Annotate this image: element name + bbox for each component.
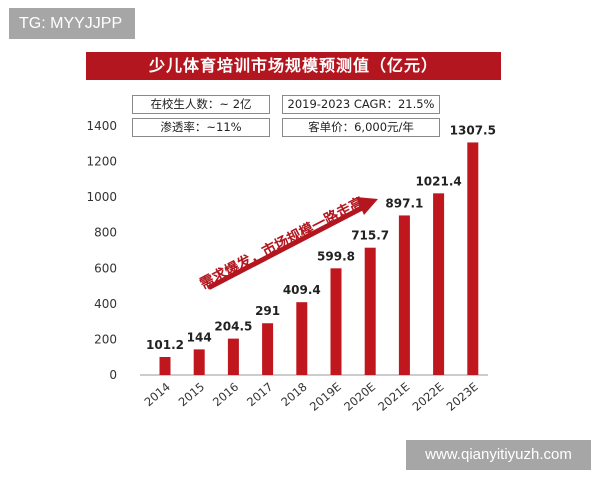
bar-2020E (364, 247, 376, 375)
value-label: 1307.5 (450, 123, 496, 137)
trend-arrow-head (356, 197, 378, 215)
y-tick-label: 800 (94, 226, 117, 240)
bar-2023E (467, 142, 479, 375)
y-tick-label: 1400 (86, 119, 117, 133)
bar-2014 (159, 357, 171, 375)
x-tick-label: 2017 (244, 380, 275, 410)
x-tick-label: 2020E (341, 380, 378, 414)
x-tick-label: 2016 (210, 380, 241, 410)
x-tick-label: 2023E (444, 380, 481, 414)
x-tick-label: 2014 (141, 380, 172, 410)
value-label: 715.7 (351, 229, 389, 243)
bar-2017 (262, 323, 274, 375)
info-students: 在校生人数：~ 2亿 (132, 95, 270, 114)
trend-arrow-line (207, 205, 365, 290)
value-label: 897.1 (385, 196, 423, 210)
y-tick-label: 400 (94, 297, 117, 311)
value-label: 144 (187, 330, 212, 344)
value-label: 409.4 (283, 283, 321, 297)
bar-2018 (296, 302, 308, 375)
bar-2015 (193, 349, 205, 375)
y-tick-label: 0 (109, 368, 117, 382)
x-tick-label: 2021E (375, 380, 412, 414)
chart-title: 少儿体育培训市场规模预测值（亿元） (86, 52, 501, 80)
x-tick-label: 2015 (176, 380, 207, 410)
info-price: 客单价：6,000元/年 (282, 118, 440, 137)
bar-2016 (227, 338, 239, 375)
x-tick-label: 2019E (307, 380, 344, 414)
watermark-bottom: www.qianyitiyuzh.com (406, 440, 591, 470)
y-tick-label: 200 (94, 332, 117, 346)
value-label: 204.5 (214, 320, 252, 334)
bar-2019E (330, 268, 342, 375)
y-tick-label: 1200 (86, 155, 117, 169)
info-penetration: 渗透率：~11% (132, 118, 270, 137)
y-tick-label: 1000 (86, 190, 117, 204)
bar-2022E (433, 193, 445, 375)
x-tick-label: 2022E (410, 380, 447, 414)
value-label: 1021.4 (415, 174, 461, 188)
y-tick-label: 600 (94, 261, 117, 275)
value-label: 101.2 (146, 338, 184, 352)
bar-2021E (398, 215, 410, 375)
watermark-top: TG: MYYJJPP (9, 8, 135, 39)
x-tick-label: 2018 (278, 380, 309, 410)
info-cagr: 2019-2023 CAGR：21.5% (282, 95, 440, 114)
value-label: 599.8 (317, 249, 355, 263)
value-label: 291 (255, 304, 280, 318)
